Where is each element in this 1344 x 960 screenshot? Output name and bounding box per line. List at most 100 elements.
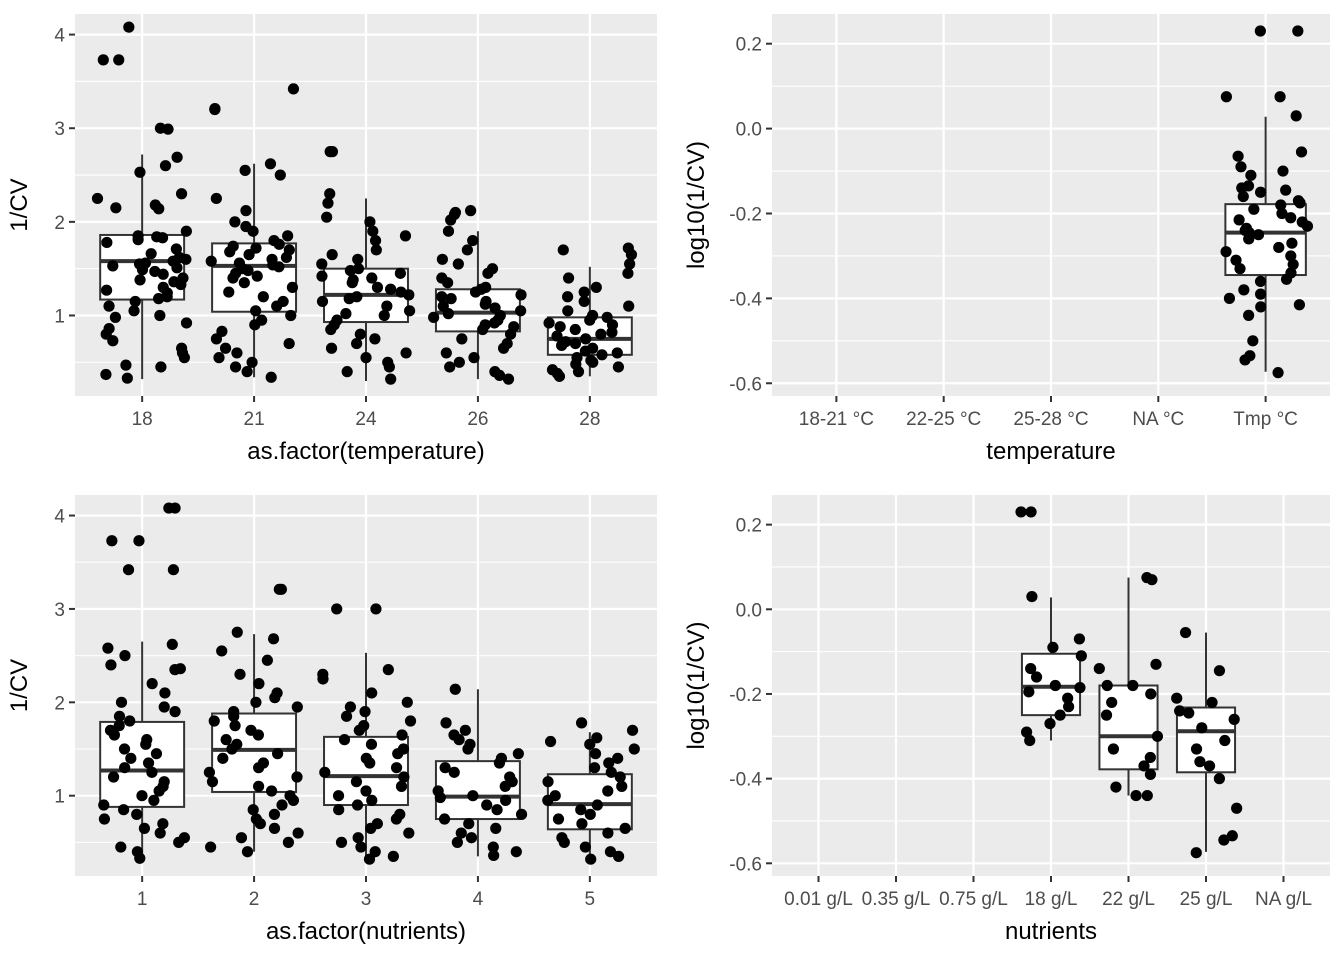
data-point [1275,199,1287,211]
y-tick-label: 1 [54,306,65,327]
data-point [469,286,482,298]
data-point [578,295,590,308]
data-point [556,339,568,352]
data-point [366,794,378,806]
data-point [268,808,281,820]
data-point [171,262,183,274]
data-point [119,650,131,662]
data-point [1025,506,1037,518]
data-point [399,230,412,242]
data-point [91,192,104,205]
data-point [558,836,570,848]
data-point [1023,686,1035,698]
data-point [493,369,506,382]
data-point [1174,705,1186,717]
data-point [587,356,599,368]
data-point [153,785,165,797]
data-point [1020,726,1033,738]
data-point [1062,692,1074,704]
data-point [1255,186,1267,198]
data-point [97,54,109,66]
data-point [584,314,596,326]
data-point [579,841,591,853]
data-point [453,356,465,368]
data-point [261,654,273,666]
data-point [614,771,626,783]
data-point [1252,229,1265,241]
data-point [488,849,500,862]
data-point [562,305,574,317]
data-point [467,790,479,802]
data-point [1171,692,1183,704]
data-point [490,822,502,834]
data-point [324,188,336,200]
data-point [364,757,376,769]
data-point [120,359,132,371]
data-point [1236,182,1248,194]
data-point [611,347,623,359]
data-point [340,308,352,320]
data-point [134,166,146,178]
x-tick-label: 28 [579,409,600,430]
data-point [158,701,170,713]
data-point [612,361,624,373]
data-point [543,317,555,329]
data-point [121,372,133,384]
data-point [98,813,111,825]
data-point [292,827,304,839]
y-tick-label: -0.2 [729,204,762,225]
data-point [291,771,303,783]
data-point [247,225,259,237]
data-point [1292,25,1304,37]
data-point [428,311,440,323]
data-point [175,278,187,291]
data-point [1044,718,1056,730]
data-point [1245,169,1257,181]
data-point [322,197,334,209]
data-point [591,799,603,811]
data-point [154,309,166,322]
data-point [250,305,262,317]
data-point [150,748,163,760]
data-point [1141,789,1153,802]
data-point [510,846,522,858]
data-point [280,251,293,264]
data-point [101,236,113,249]
data-point [378,309,390,322]
data-point [161,291,173,303]
y-axis-title: 1/CV [6,659,33,712]
data-point [115,841,127,853]
data-point [219,342,232,354]
data-point [1190,847,1202,859]
data-point [1231,802,1243,814]
data-point [1063,701,1075,713]
x-tick-label: 4 [473,889,484,910]
data-point [209,103,221,116]
data-point [317,673,329,685]
data-point [107,260,119,272]
y-tick-label: 4 [54,26,65,47]
data-point [107,335,119,347]
y-tick-label: 2 [54,693,65,714]
data-point [148,794,160,806]
data-point [515,289,527,301]
data-point [1206,696,1218,709]
x-axis-title: nutrients [1005,918,1097,945]
data-point [619,822,631,834]
data-point [227,272,239,284]
data-point [1254,25,1266,37]
data-point [355,841,367,853]
data-point [1075,650,1087,662]
panel-1: 1 2 3 4 18 21 24 26 28 as.factor(temperature) 1/CV [6,14,657,465]
data-point [1183,707,1195,719]
data-point [591,732,603,744]
data-point [344,701,357,713]
data-point [1295,146,1308,158]
data-point [1232,150,1244,162]
data-point [162,123,174,135]
data-point [206,776,219,788]
data-point [1030,671,1043,683]
data-point [208,715,220,727]
data-point [370,603,382,615]
data-point [154,827,166,839]
